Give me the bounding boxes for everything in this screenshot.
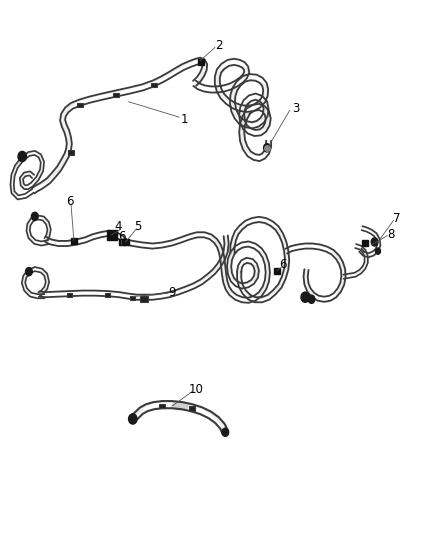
- Text: 10: 10: [188, 383, 203, 396]
- Circle shape: [25, 268, 32, 276]
- Text: 6: 6: [279, 258, 286, 271]
- Bar: [151, 83, 157, 87]
- Circle shape: [308, 295, 315, 303]
- Circle shape: [18, 151, 26, 161]
- Text: 6: 6: [118, 230, 125, 244]
- Circle shape: [129, 414, 137, 424]
- Bar: [77, 102, 83, 107]
- Circle shape: [301, 292, 309, 302]
- Bar: [189, 407, 194, 411]
- Bar: [130, 296, 135, 300]
- Circle shape: [32, 212, 38, 221]
- Bar: [68, 150, 74, 155]
- Text: 2: 2: [215, 39, 223, 52]
- Text: 6: 6: [66, 195, 74, 207]
- Text: 3: 3: [292, 102, 299, 116]
- Text: 5: 5: [134, 220, 142, 233]
- Circle shape: [375, 248, 381, 254]
- Circle shape: [222, 428, 229, 437]
- Text: 9: 9: [168, 286, 176, 298]
- Bar: [140, 296, 148, 302]
- Text: 8: 8: [387, 228, 394, 241]
- Circle shape: [264, 144, 270, 152]
- Text: 7: 7: [393, 212, 400, 225]
- Bar: [159, 404, 165, 408]
- Ellipse shape: [172, 401, 189, 410]
- Text: 4: 4: [114, 220, 122, 233]
- Bar: [67, 293, 72, 297]
- Bar: [105, 293, 110, 297]
- Bar: [113, 93, 119, 98]
- Circle shape: [371, 238, 378, 246]
- Text: 1: 1: [181, 112, 188, 126]
